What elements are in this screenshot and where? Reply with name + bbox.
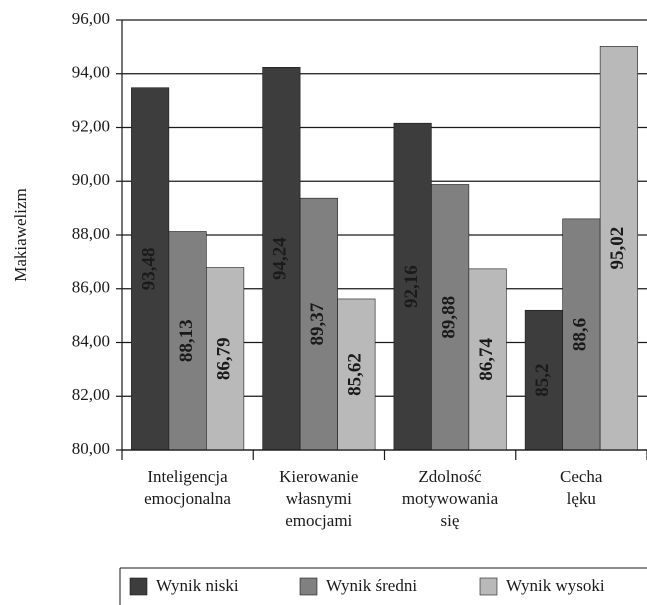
- y-axis-label: Makiawelizm: [11, 188, 30, 281]
- x-tick-label: Zdolność motywowania się: [401, 467, 499, 530]
- bar: [262, 67, 301, 451]
- value-label: 86,79: [213, 337, 234, 380]
- y-tick-label: 88,00: [72, 224, 110, 243]
- y-tick-label: 80,00: [72, 439, 110, 458]
- x-tick-label: Kierowanie własnymi emocjami: [279, 467, 359, 530]
- legend-swatch: [129, 577, 148, 596]
- value-label: 85,2: [532, 364, 553, 397]
- value-label: 89,37: [307, 302, 328, 345]
- value-label: 89,88: [438, 296, 459, 339]
- legend-label: Wynik wysoki: [506, 576, 605, 595]
- bar: [393, 122, 432, 451]
- bar: [468, 268, 507, 451]
- y-tick-label: 82,00: [72, 385, 110, 404]
- legend-label: Wynik niski: [156, 576, 239, 595]
- value-label: 93,48: [138, 247, 159, 290]
- bar: [599, 46, 638, 451]
- y-tick-label: 86,00: [72, 278, 110, 297]
- value-label: 94,24: [270, 237, 291, 280]
- legend-label: Wynik średni: [326, 576, 417, 595]
- y-tick-label: 94,00: [72, 63, 110, 82]
- legend-swatch: [299, 577, 318, 596]
- x-tick-label: Cecha lęku: [560, 467, 603, 508]
- bar: [168, 231, 207, 451]
- bar: [131, 87, 170, 451]
- bar: [562, 218, 601, 451]
- y-tick-label: 90,00: [72, 170, 110, 189]
- value-label: 88,13: [176, 319, 197, 362]
- value-label: 88,6: [570, 318, 591, 351]
- y-tick-label: 84,00: [72, 331, 110, 350]
- bar: [524, 309, 563, 451]
- bar: [299, 197, 338, 451]
- value-label: 92,16: [401, 265, 422, 308]
- bar: [337, 298, 376, 451]
- legend-swatch: [479, 577, 498, 596]
- bar: [206, 267, 245, 451]
- value-label: 95,02: [607, 227, 628, 270]
- y-tick-label: 96,00: [72, 9, 110, 28]
- bar: [431, 184, 470, 451]
- y-tick-label: 92,00: [72, 116, 110, 135]
- value-label: 86,74: [476, 338, 497, 381]
- value-label: 85,62: [345, 353, 366, 396]
- x-tick-label: Inteligencja emocjonalna: [144, 467, 231, 508]
